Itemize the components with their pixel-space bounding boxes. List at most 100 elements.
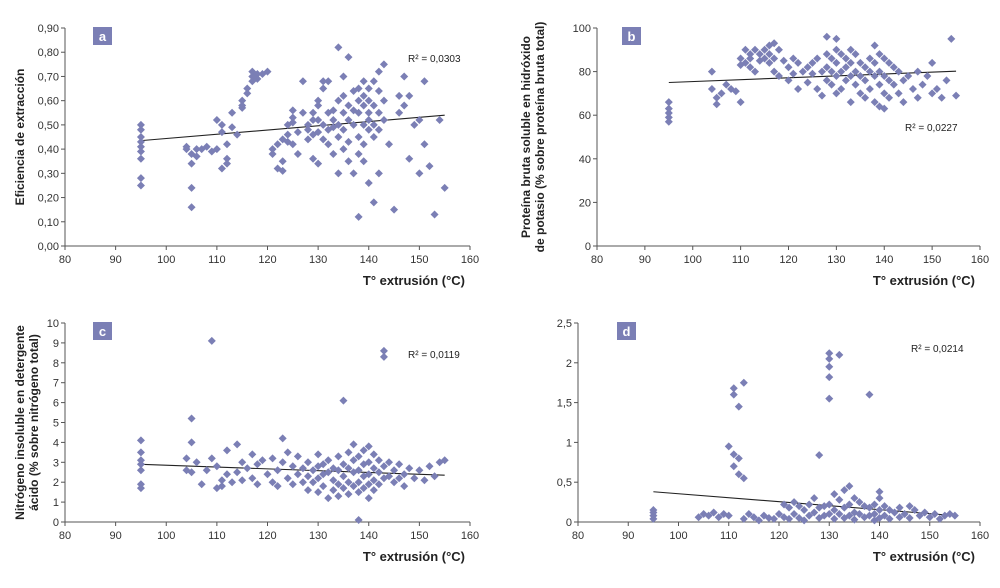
data-point — [187, 203, 196, 212]
data-point — [268, 454, 277, 463]
data-point — [314, 159, 323, 168]
data-point — [780, 500, 789, 509]
data-point — [369, 476, 378, 485]
data-point — [390, 205, 399, 214]
data-point — [385, 472, 393, 481]
data-point — [861, 76, 870, 85]
data-point — [364, 125, 373, 134]
data-point — [790, 498, 799, 507]
data-point — [827, 67, 836, 76]
data-point — [865, 54, 874, 63]
data-point — [400, 101, 409, 110]
data-point — [875, 494, 884, 503]
data-point — [749, 513, 758, 522]
data-point — [314, 101, 323, 110]
data-point — [774, 45, 783, 54]
data-point — [136, 147, 145, 156]
data-point — [770, 54, 779, 63]
data-point — [349, 456, 358, 465]
data-point — [263, 67, 272, 76]
data-point — [309, 116, 318, 125]
x-tick-label: 100 — [684, 254, 702, 266]
data-point — [950, 511, 959, 520]
data-point — [430, 210, 439, 219]
data-point — [329, 476, 338, 485]
data-point — [880, 502, 889, 511]
data-point — [837, 50, 846, 59]
data-point — [339, 91, 348, 100]
data-point — [263, 470, 272, 479]
data-point — [830, 514, 839, 523]
data-point — [825, 510, 834, 519]
data-point — [379, 116, 388, 125]
data-point — [785, 503, 794, 512]
y-tick-label: 10 — [47, 318, 59, 330]
x-axis-title: T° extrusión (°C) — [363, 549, 465, 564]
y-tick-label: 5 — [53, 418, 59, 430]
y-axis-title-line: Proteína bruta soluble en hidróxido — [519, 36, 533, 238]
data-point — [228, 108, 237, 117]
data-point — [769, 514, 778, 523]
panel-badge — [93, 322, 112, 340]
data-point — [885, 93, 894, 102]
data-point — [369, 77, 378, 86]
data-point — [425, 162, 434, 171]
data-point — [825, 362, 834, 371]
data-point — [354, 108, 363, 117]
y-tick-label: 0,50 — [38, 120, 59, 132]
y-tick-label: 6 — [53, 398, 59, 410]
data-point — [217, 120, 226, 129]
data-point — [798, 67, 807, 76]
data-point — [136, 154, 145, 163]
data-point — [734, 402, 743, 411]
data-point — [729, 450, 738, 459]
data-point — [430, 472, 439, 481]
data-point — [136, 142, 145, 151]
data-point — [845, 482, 854, 491]
data-point — [405, 91, 414, 100]
data-point — [354, 516, 363, 525]
data-point — [739, 514, 748, 523]
data-point — [233, 468, 242, 477]
x-tick-label: 160 — [971, 530, 989, 542]
data-point — [344, 490, 353, 499]
data-point — [293, 149, 302, 158]
data-point — [875, 487, 884, 496]
data-point — [774, 71, 783, 80]
data-point — [187, 468, 196, 477]
x-tick-label: 140 — [870, 530, 888, 542]
data-point — [354, 133, 363, 141]
data-point — [785, 514, 794, 523]
data-point — [319, 77, 328, 86]
data-point — [314, 96, 323, 105]
data-point — [865, 67, 874, 76]
data-point — [329, 149, 338, 158]
data-point — [825, 349, 834, 358]
data-point — [664, 113, 673, 122]
data-point — [344, 137, 353, 146]
data-point — [354, 149, 363, 158]
x-tick-label: 120 — [258, 530, 276, 542]
data-point — [136, 448, 145, 457]
data-point — [918, 80, 927, 89]
data-point — [835, 495, 844, 504]
data-point — [875, 67, 884, 76]
data-point — [942, 76, 951, 85]
data-point — [349, 482, 358, 491]
r-squared-label: R² = 0,0214 — [911, 344, 964, 355]
data-point — [904, 71, 913, 80]
data-point — [664, 104, 673, 113]
data-point — [724, 442, 733, 451]
panel-badge-letter: a — [99, 29, 107, 44]
data-point — [278, 434, 287, 443]
data-point — [855, 510, 864, 519]
data-point — [846, 98, 855, 107]
data-point — [714, 513, 723, 522]
data-point — [851, 80, 860, 89]
data-point — [794, 85, 803, 94]
data-point — [420, 77, 429, 86]
x-axis-title: T° extrusión (°C) — [873, 273, 975, 288]
data-point — [324, 77, 333, 86]
y-tick-label: 7 — [53, 378, 59, 390]
data-point — [304, 120, 312, 129]
